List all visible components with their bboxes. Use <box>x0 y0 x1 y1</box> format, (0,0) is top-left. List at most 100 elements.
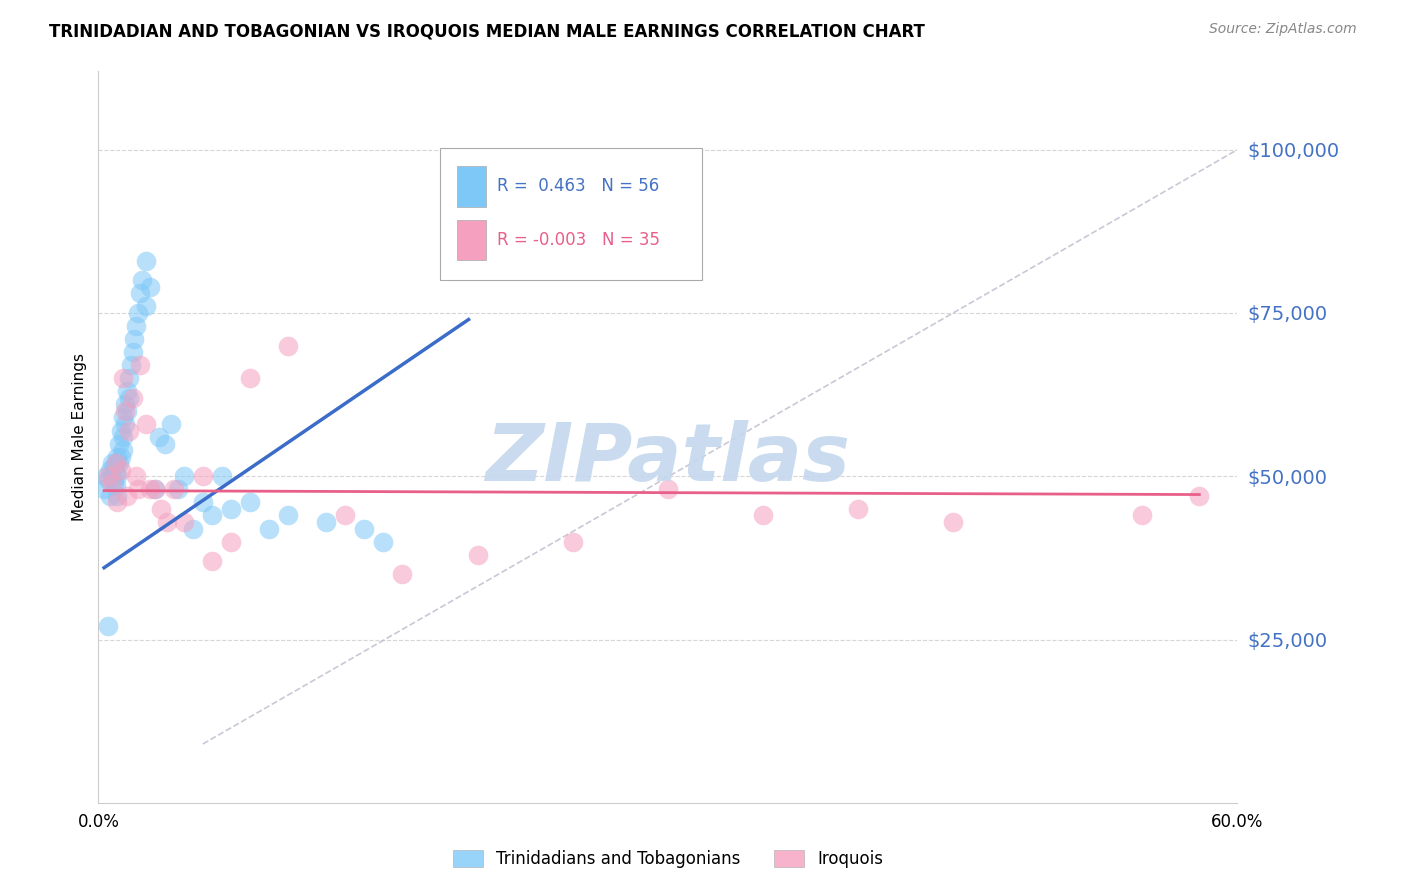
Bar <box>457 219 485 260</box>
Point <box>93 483 115 497</box>
Point <box>108 456 131 470</box>
Point <box>145 483 167 497</box>
Point <box>112 410 135 425</box>
Text: Source: ZipAtlas.com: Source: ZipAtlas.com <box>1209 22 1357 37</box>
Point <box>153 436 176 450</box>
Point <box>98 463 121 477</box>
Text: ZIPatlas: ZIPatlas <box>485 420 851 498</box>
Point <box>104 456 127 470</box>
Point <box>112 430 135 444</box>
Point <box>104 456 127 470</box>
Point <box>114 417 136 431</box>
Point <box>103 459 125 474</box>
Point <box>211 469 233 483</box>
Point <box>125 319 148 334</box>
Point <box>115 404 138 418</box>
Point <box>97 469 120 483</box>
Point <box>167 483 190 497</box>
Point <box>942 515 965 529</box>
Bar <box>457 167 485 207</box>
Point <box>124 332 146 346</box>
Point <box>107 489 129 503</box>
Point <box>1132 508 1154 523</box>
Point <box>315 515 337 529</box>
Point <box>391 567 413 582</box>
Point <box>114 397 136 411</box>
Point <box>129 286 152 301</box>
Point <box>135 417 157 431</box>
Point <box>191 495 214 509</box>
Y-axis label: Median Male Earnings: Median Male Earnings <box>72 353 87 521</box>
Point <box>173 515 195 529</box>
Point <box>127 306 149 320</box>
Point <box>97 473 120 487</box>
Point <box>104 479 127 493</box>
Point <box>173 469 195 483</box>
Point <box>657 483 679 497</box>
Point <box>103 475 125 490</box>
Point <box>221 502 243 516</box>
Point <box>107 495 129 509</box>
Point <box>191 469 214 483</box>
Point <box>138 483 160 497</box>
Point <box>562 534 585 549</box>
Point <box>115 384 138 399</box>
Point <box>94 469 117 483</box>
Point <box>120 358 142 372</box>
Point <box>100 475 122 490</box>
Point <box>100 456 122 470</box>
Point <box>115 489 138 503</box>
Point <box>107 450 129 464</box>
Point <box>239 495 262 509</box>
Point <box>118 371 141 385</box>
Point <box>97 619 120 633</box>
Point <box>259 521 281 535</box>
Point <box>1188 489 1211 503</box>
Point <box>112 371 135 385</box>
Text: R = -0.003   N = 35: R = -0.003 N = 35 <box>498 231 659 249</box>
Point <box>201 508 224 523</box>
Point <box>127 483 149 497</box>
Point <box>138 280 160 294</box>
Point <box>118 391 141 405</box>
Point <box>277 508 299 523</box>
Point <box>107 469 129 483</box>
Point <box>121 391 143 405</box>
Point <box>371 534 394 549</box>
Point <box>125 469 148 483</box>
Point <box>110 463 132 477</box>
Point <box>467 548 489 562</box>
Point <box>110 450 132 464</box>
Point <box>118 424 141 438</box>
Point <box>100 469 122 483</box>
Point <box>846 502 869 516</box>
Point <box>110 424 132 438</box>
Point <box>112 443 135 458</box>
Point <box>114 404 136 418</box>
Point <box>277 338 299 352</box>
Point <box>108 436 131 450</box>
Point <box>150 502 173 516</box>
Point <box>163 483 186 497</box>
Point <box>104 466 127 480</box>
Point <box>156 515 179 529</box>
Point <box>353 521 375 535</box>
Point <box>129 358 152 372</box>
Text: R =  0.463   N = 56: R = 0.463 N = 56 <box>498 178 659 195</box>
Point <box>159 417 181 431</box>
Point <box>131 273 153 287</box>
Point <box>239 371 262 385</box>
Point <box>335 508 357 523</box>
Point <box>135 300 157 314</box>
Legend: Trinidadians and Tobagonians, Iroquois: Trinidadians and Tobagonians, Iroquois <box>446 844 890 875</box>
Point <box>145 483 167 497</box>
FancyBboxPatch shape <box>440 148 702 280</box>
Text: TRINIDADIAN AND TOBAGONIAN VS IROQUOIS MEDIAN MALE EARNINGS CORRELATION CHART: TRINIDADIAN AND TOBAGONIAN VS IROQUOIS M… <box>49 22 925 40</box>
Point <box>221 534 243 549</box>
Point <box>183 521 205 535</box>
Point <box>98 489 121 503</box>
Point <box>121 345 143 359</box>
Point <box>135 253 157 268</box>
Point <box>148 430 170 444</box>
Point <box>201 554 224 568</box>
